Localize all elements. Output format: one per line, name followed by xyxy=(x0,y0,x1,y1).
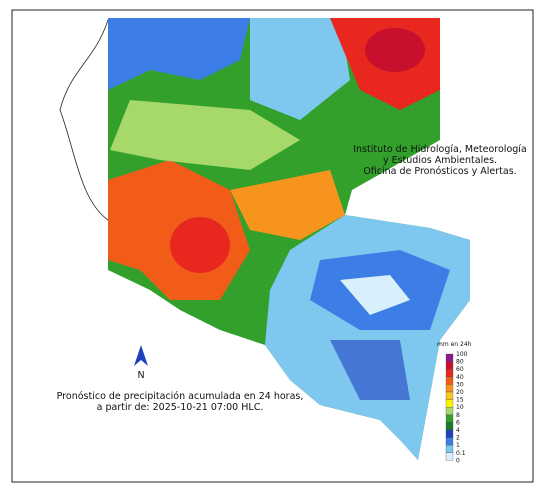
legend-swatch xyxy=(445,369,454,377)
map-region xyxy=(108,18,250,90)
legend-swatch xyxy=(445,414,454,423)
north-arrow xyxy=(134,345,148,366)
legend-label: 80 xyxy=(456,359,464,366)
legend-swatch xyxy=(445,399,454,408)
caption-line: Pronóstico de precipitación acumulada en… xyxy=(57,391,304,402)
legend-swatch xyxy=(445,407,454,415)
legend-title: mm en 24h xyxy=(437,341,472,348)
legend-swatch xyxy=(445,376,454,385)
coastline xyxy=(59,19,109,221)
map-region xyxy=(250,18,350,120)
legend-label: 20 xyxy=(456,389,464,396)
legend-label: 60 xyxy=(456,366,464,373)
map-region xyxy=(230,170,345,240)
legend-label: 2 xyxy=(456,435,460,442)
legend-label: 100 xyxy=(456,351,468,358)
map-region xyxy=(265,215,470,460)
legend-label: 1 xyxy=(456,442,460,449)
legend-label: 30 xyxy=(456,381,464,388)
legend-swatch xyxy=(445,422,454,431)
legend-label: 15 xyxy=(456,397,464,404)
map-region xyxy=(170,217,230,273)
legend-swatch xyxy=(445,437,454,446)
legend-label: 0.1 xyxy=(456,450,466,457)
legend-swatch xyxy=(445,445,454,453)
legend-swatch xyxy=(445,384,454,393)
map-region xyxy=(110,100,300,170)
caption-line: a partir de: 2025-10-21 07:00 HLC. xyxy=(97,402,264,413)
legend-label: 4 xyxy=(456,427,460,434)
frame xyxy=(11,9,534,483)
legend-swatch xyxy=(445,353,454,362)
map-region xyxy=(340,275,410,315)
institute-line: y Estudios Ambientales. xyxy=(383,155,497,166)
legend-label: 40 xyxy=(456,374,464,381)
legend-label: 8 xyxy=(456,412,460,419)
institute-line: Instituto de Hidrología, Meteorología xyxy=(353,144,527,155)
legend-label: 0 xyxy=(456,457,460,464)
legend-swatch xyxy=(445,429,454,438)
north-label: N xyxy=(137,370,144,381)
legend-swatch xyxy=(445,361,454,370)
legend-swatch xyxy=(445,452,454,461)
legend-swatch xyxy=(445,391,454,400)
map-region xyxy=(330,340,410,400)
legend-label: 10 xyxy=(456,404,464,411)
map-region xyxy=(365,28,425,72)
precipitation-map xyxy=(59,18,470,460)
legend-label: 6 xyxy=(456,419,460,426)
institute-line: Oficina de Pronósticos y Alertas. xyxy=(363,166,516,177)
